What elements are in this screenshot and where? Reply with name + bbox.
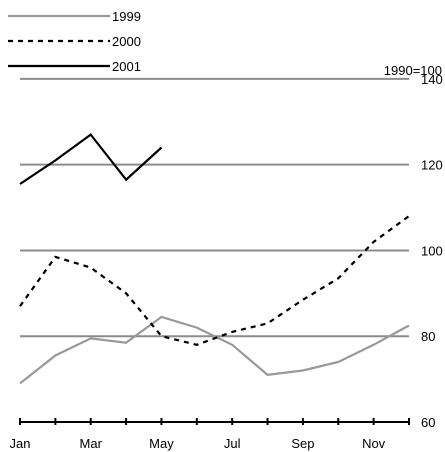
x-tick-label: Nov xyxy=(362,436,386,451)
x-tick-label: Jul xyxy=(224,436,241,451)
y-tick-labels: 60 80 100 120 140 xyxy=(421,72,443,430)
series-line-2000 xyxy=(19,215,410,346)
y-tick-label: 60 xyxy=(421,415,435,430)
unit-label: 1990=100 xyxy=(384,63,442,78)
y-tick-label: 140 xyxy=(421,72,443,87)
series-line-1999 xyxy=(19,315,410,385)
x-tick-label: Jan xyxy=(10,436,31,451)
series-lines xyxy=(19,133,410,385)
y-tick-label: 120 xyxy=(421,158,443,173)
y-tick-label: 100 xyxy=(421,243,443,258)
legend: 1999 2000 2001 xyxy=(8,9,141,74)
x-tick-label: Sep xyxy=(291,436,314,451)
x-axis xyxy=(19,418,410,425)
legend-label-2001: 2001 xyxy=(112,59,141,74)
legend-label-1999: 1999 xyxy=(112,9,141,24)
gridlines xyxy=(20,77,409,338)
legend-label-2000: 2000 xyxy=(112,34,141,49)
y-tick-label: 80 xyxy=(421,329,435,344)
x-tick-labels: Jan Mar May Jul Sep Nov xyxy=(10,436,386,451)
series-line-2001 xyxy=(19,133,163,185)
x-tick-label: Mar xyxy=(80,436,103,451)
x-tick-label: May xyxy=(149,436,174,451)
